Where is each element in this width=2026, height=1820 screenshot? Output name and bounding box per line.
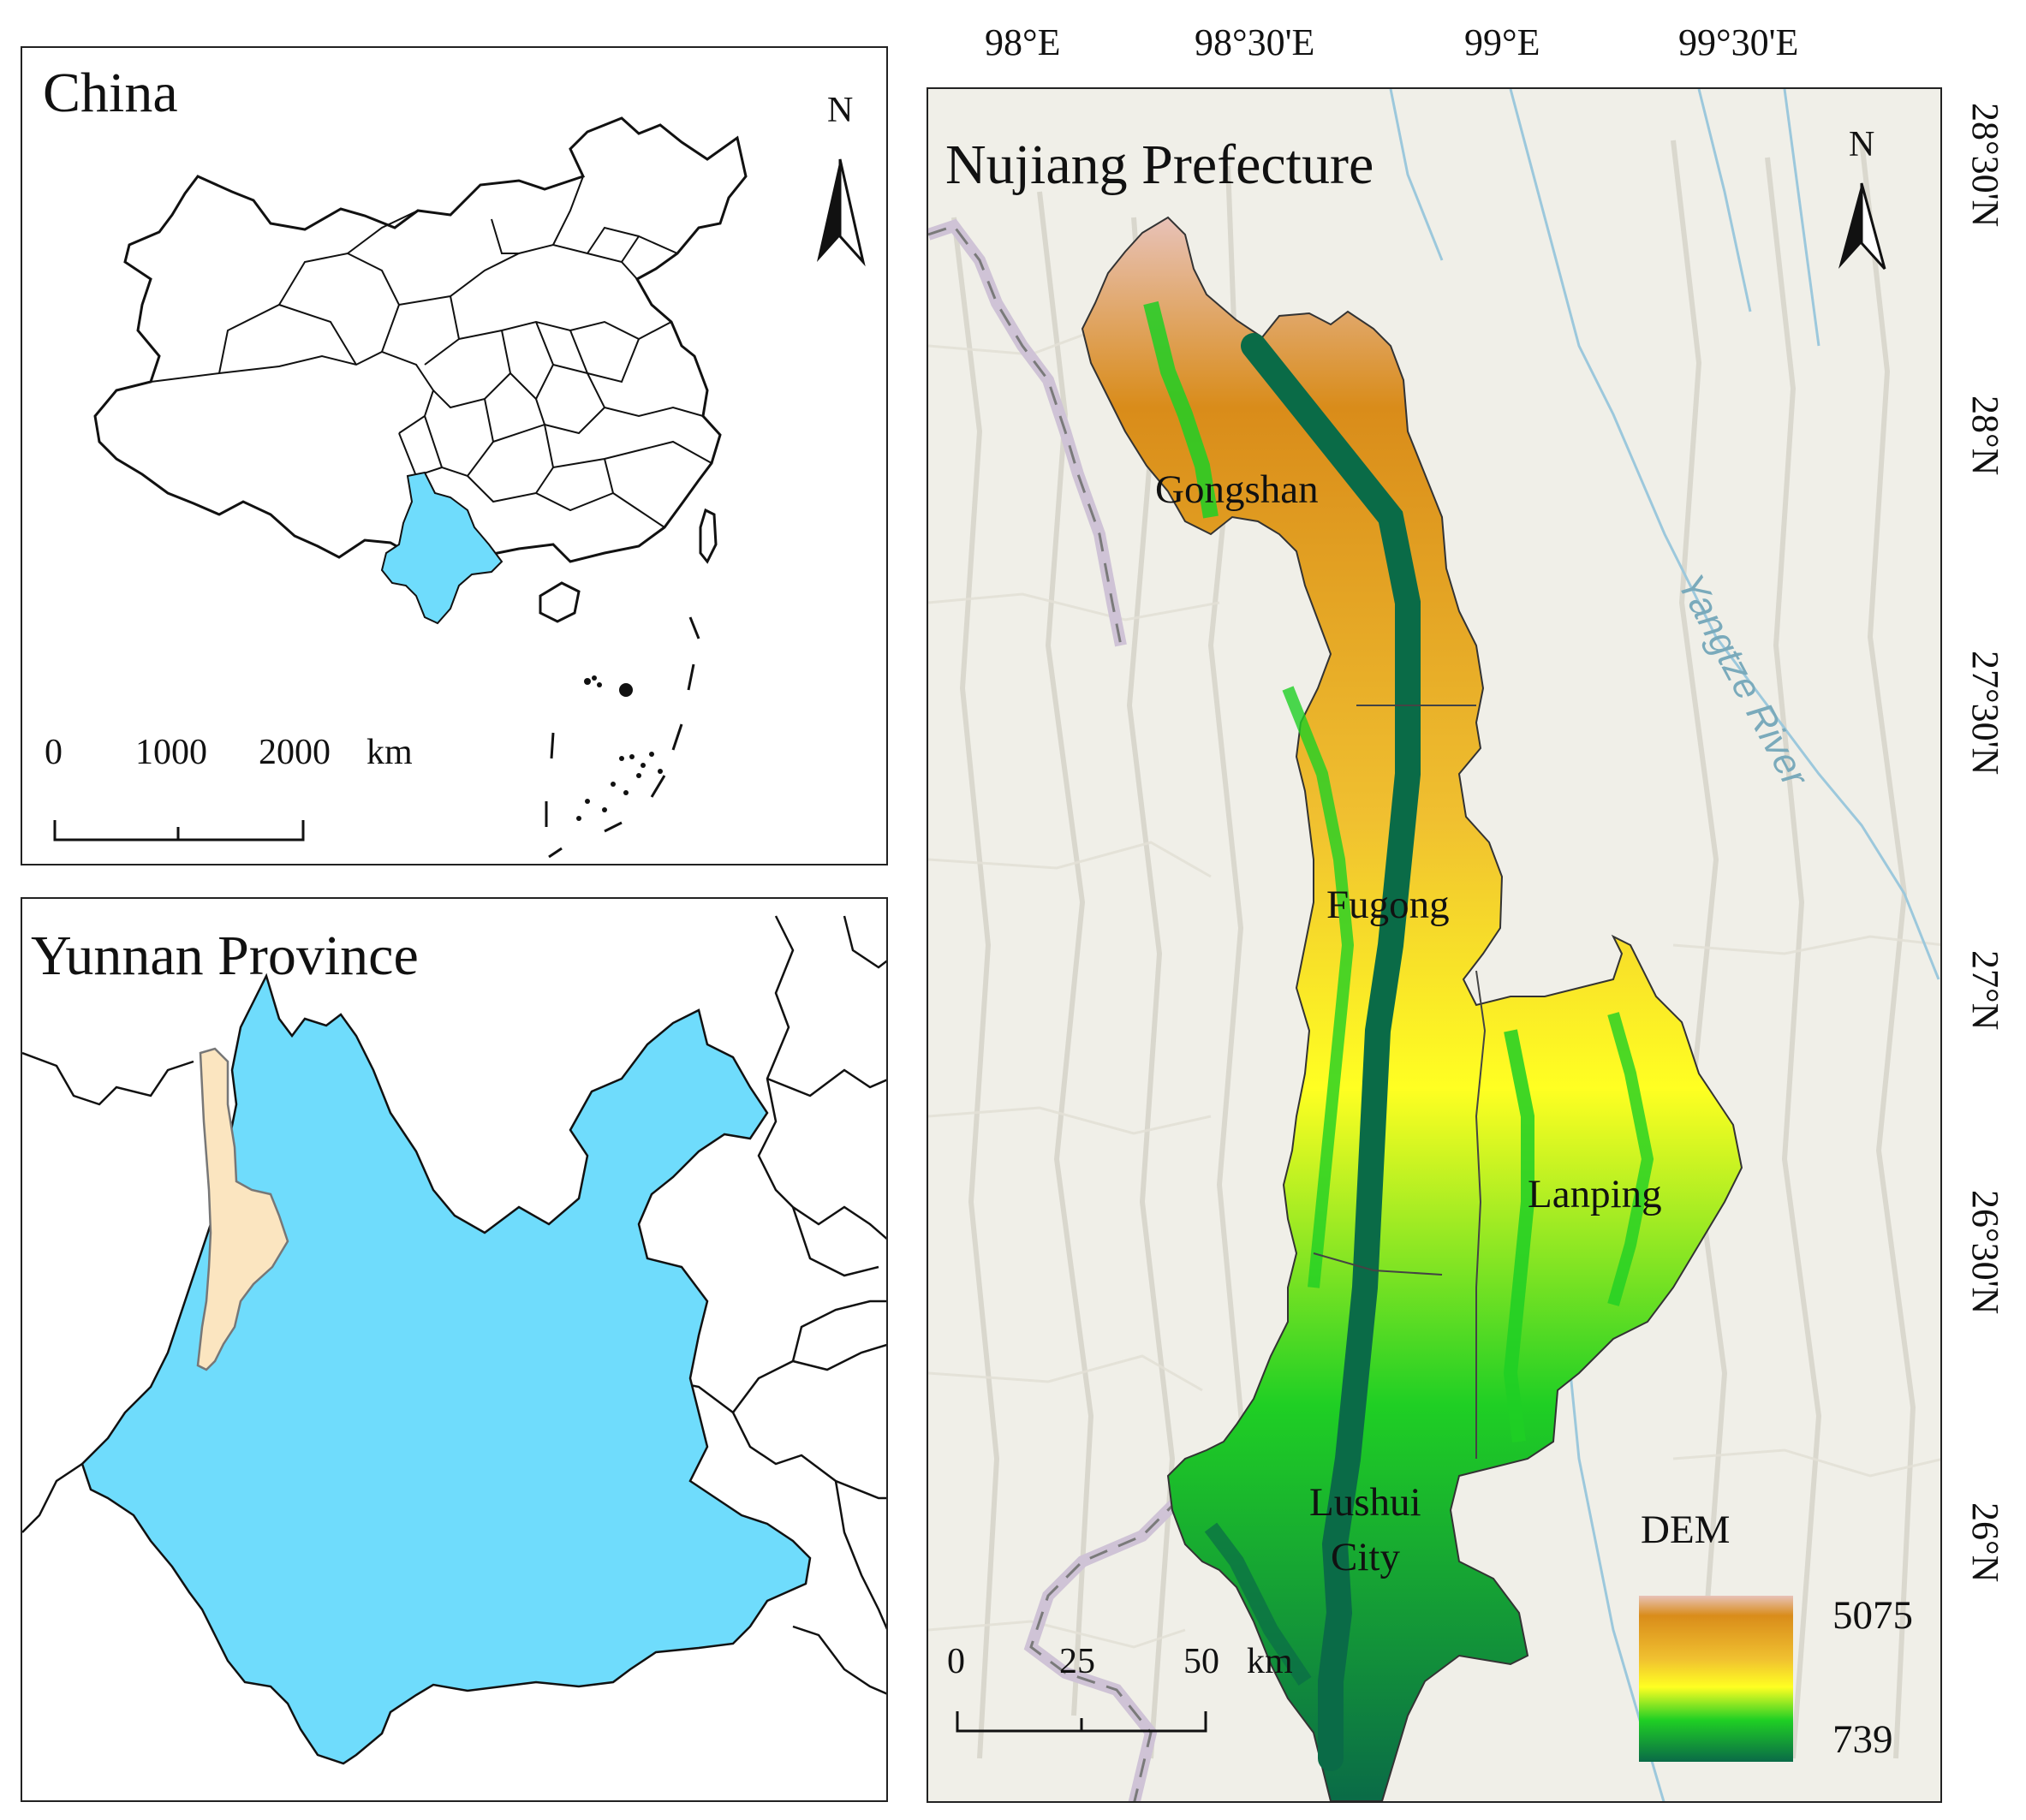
lat-tick-28n: 28°N bbox=[1964, 396, 2006, 476]
dem-legend-min: 739 bbox=[1832, 1717, 1893, 1762]
nujiang-river-valley bbox=[1241, 333, 1421, 1771]
china-north-arrow-icon bbox=[817, 158, 866, 267]
china-panel-title: China bbox=[43, 62, 178, 124]
county-label-lushui: Lushui bbox=[1309, 1480, 1421, 1525]
nujiang-panel-title: Nujiang Prefecture bbox=[945, 134, 1374, 196]
lat-tick-27-30n: 27°30'N bbox=[1964, 651, 2006, 776]
china-scale-label-2000: 2000 bbox=[259, 733, 331, 772]
china-scale-label-0: 0 bbox=[45, 733, 63, 772]
nujiang-north-arrow-icon bbox=[1838, 182, 1886, 271]
nujiang-dem-map bbox=[928, 89, 1940, 1801]
china-outline bbox=[93, 116, 748, 563]
nujiang-scale-label-50: 50 bbox=[1183, 1642, 1219, 1681]
dem-legend-max: 5075 bbox=[1832, 1593, 1913, 1638]
lon-tick-99e: 99°E bbox=[1464, 21, 1540, 63]
yunnan-map bbox=[22, 915, 886, 1765]
lon-tick-98-30e: 98°30'E bbox=[1195, 21, 1315, 63]
nujiang-scale-label-25: 25 bbox=[1059, 1642, 1095, 1681]
china-scale-label-km: km bbox=[366, 733, 413, 772]
rivers bbox=[1389, 89, 1940, 1801]
china-map bbox=[53, 116, 866, 859]
dem-legend-title: DEM bbox=[1641, 1508, 1731, 1552]
china-scale-bar bbox=[53, 820, 305, 842]
nujiang-prefecture-shape bbox=[1081, 216, 1743, 1801]
china-scale-label-1000: 1000 bbox=[135, 733, 207, 772]
lat-tick-27n: 27°N bbox=[1964, 950, 2006, 1031]
nujiang-highlight bbox=[196, 1047, 289, 1371]
yunnan-inset-panel: Yunnan Province bbox=[21, 897, 888, 1802]
china-north-label: N bbox=[827, 91, 854, 130]
yunnan-panel-title: Yunnan Province bbox=[31, 925, 419, 987]
county-boundaries bbox=[1313, 705, 1487, 1459]
lon-tick-99-30e: 99°30'E bbox=[1678, 21, 1799, 63]
nujiang-scale-label-km: km bbox=[1247, 1642, 1293, 1681]
nujiang-scale-label-0: 0 bbox=[947, 1642, 965, 1681]
international-border-dash bbox=[928, 224, 1123, 646]
county-label-gongshan: Gongshan bbox=[1155, 467, 1319, 512]
nujiang-scale-bar bbox=[956, 1711, 1207, 1733]
county-label-city: City bbox=[1331, 1535, 1400, 1579]
nujiang-north-label: N bbox=[1849, 125, 1875, 164]
taiwan-island bbox=[699, 508, 718, 564]
nine-dash-line bbox=[545, 616, 700, 859]
nujiang-main-panel: Nujiang Prefecture N Gongshan Fugong Lan… bbox=[927, 87, 1942, 1803]
international-border bbox=[928, 218, 1127, 647]
hainan-island bbox=[539, 581, 581, 623]
dem-legend-ramp bbox=[1639, 1596, 1793, 1762]
south-sea-islands bbox=[576, 675, 663, 821]
yunnan-highlight bbox=[380, 471, 504, 625]
lat-tick-26-30n: 26°30'N bbox=[1964, 1190, 2006, 1315]
county-label-fugong: Fugong bbox=[1326, 883, 1450, 927]
yunnan-province-shape bbox=[80, 972, 812, 1765]
province-borders bbox=[150, 175, 712, 537]
neighbor-borders bbox=[22, 915, 886, 1695]
lat-tick-28-30n: 28°30'N bbox=[1964, 103, 2006, 228]
county-label-lanping: Lanping bbox=[1528, 1172, 1662, 1216]
lat-tick-26n: 26°N bbox=[1964, 1502, 2006, 1583]
china-inset-panel: China N 0 1000 2000 km bbox=[21, 46, 888, 865]
lon-tick-98e: 98°E bbox=[985, 21, 1061, 63]
